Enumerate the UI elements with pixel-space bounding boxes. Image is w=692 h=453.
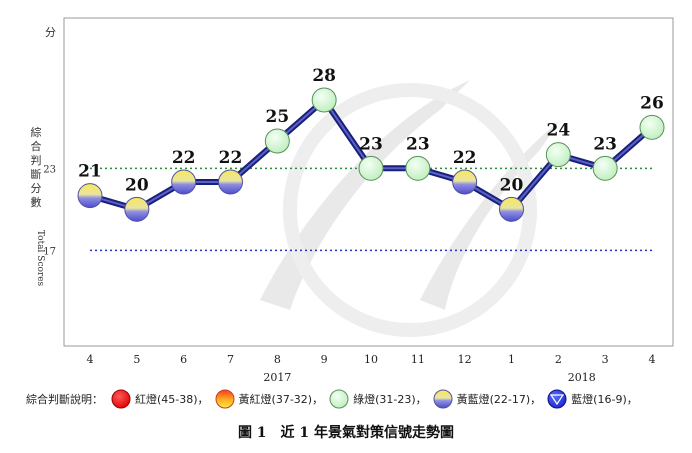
- data-label: 20: [125, 175, 149, 195]
- signal-marker-yellow-blue: [452, 169, 478, 195]
- legend-label: 綠燈(31-23)，: [353, 393, 427, 406]
- data-label: 23: [593, 134, 617, 154]
- x-tick-label: 10: [364, 353, 378, 366]
- reference-label-23: 23: [43, 164, 56, 175]
- signal-marker-green: [264, 128, 290, 154]
- yellow-red-light-icon: [215, 389, 235, 409]
- x-tick-label: 5: [133, 353, 140, 366]
- signal-marker-yellow-blue: [218, 169, 243, 195]
- data-label: 22: [172, 148, 196, 168]
- green-light-icon: [329, 389, 349, 409]
- x-tick-label: 2: [555, 353, 562, 366]
- signal-marker-yellow-blue: [124, 196, 150, 222]
- legend-title: 綜合判斷說明：: [26, 393, 103, 406]
- signal-marker-green: [592, 155, 618, 181]
- legend: 綜合判斷說明： 紅燈(45-38)， 黃紅燈(37-32)， 綠燈(31-23)， 黃…: [26, 388, 686, 410]
- y-label-char: 判: [31, 154, 42, 167]
- legend-label: 黃藍燈(22-17)，: [456, 393, 542, 406]
- data-label: 25: [265, 107, 289, 127]
- x-tick-label: 12: [458, 353, 472, 366]
- x-tick-label: 3: [602, 353, 609, 366]
- legend-label: 紅燈(45-38)，: [135, 393, 209, 406]
- red-light-icon: [111, 389, 131, 409]
- reference-label-17: 17: [43, 246, 56, 257]
- legend-item-yellow-blue: 黃藍燈(22-17)，: [433, 389, 542, 409]
- data-label: 22: [453, 148, 477, 168]
- legend-label: 黃紅燈(37-32)，: [238, 393, 324, 406]
- legend-item-green: 綠燈(31-23)，: [329, 389, 427, 409]
- x-tick-label: 8: [274, 353, 281, 366]
- y-label-char: 合: [31, 139, 42, 153]
- data-label: 24: [546, 121, 570, 141]
- yellow-blue-light-icon: [433, 389, 453, 409]
- data-label: 23: [406, 134, 430, 154]
- y-label-char: 數: [31, 196, 42, 209]
- figure-caption: 圖 1 近 1 年景氣對策信號走勢圖: [237, 425, 455, 441]
- data-label: 23: [359, 134, 383, 154]
- data-label: 22: [219, 148, 243, 168]
- x-tick-label: 1: [508, 353, 515, 366]
- x-tick-label: 9: [321, 353, 328, 366]
- year-label: 2018: [568, 371, 596, 384]
- legend-item-yellow-red: 黃紅燈(37-32)，: [215, 389, 324, 409]
- signal-marker-yellow-blue: [499, 196, 524, 222]
- signal-marker-green: [405, 155, 431, 181]
- data-label: 20: [500, 175, 524, 195]
- blue-light-icon: [547, 389, 567, 409]
- x-tick-label: 7: [227, 353, 234, 366]
- x-tick-label: 11: [411, 353, 425, 366]
- y-label-en: Total Scores: [35, 230, 45, 287]
- watermark: [260, 80, 560, 337]
- data-label: 21: [78, 162, 102, 182]
- signal-marker-green: [311, 87, 337, 113]
- x-tick-label: 4: [87, 353, 94, 366]
- y-unit-label: 分: [45, 26, 56, 39]
- signal-marker-green: [545, 142, 571, 168]
- data-label: 28: [312, 66, 336, 86]
- x-tick-label: 4: [649, 353, 656, 366]
- y-label-char: 分: [31, 182, 42, 195]
- data-label: 26: [640, 93, 664, 113]
- legend-item-blue: 藍燈(16-9)，: [547, 389, 638, 409]
- y-label-char: 斷: [31, 168, 42, 181]
- x-tick-label: 6: [180, 353, 187, 366]
- signal-marker-green: [639, 114, 665, 140]
- y-label-char: 綜: [31, 125, 42, 139]
- legend-label: 藍燈(16-9)，: [571, 393, 638, 406]
- signal-marker-yellow-blue: [77, 183, 103, 209]
- year-label: 2017: [263, 371, 291, 384]
- signal-marker-green: [358, 155, 384, 181]
- plot-area: [63, 17, 674, 347]
- legend-item-red: 紅燈(45-38)，: [111, 389, 209, 409]
- signal-marker-yellow-blue: [171, 169, 197, 195]
